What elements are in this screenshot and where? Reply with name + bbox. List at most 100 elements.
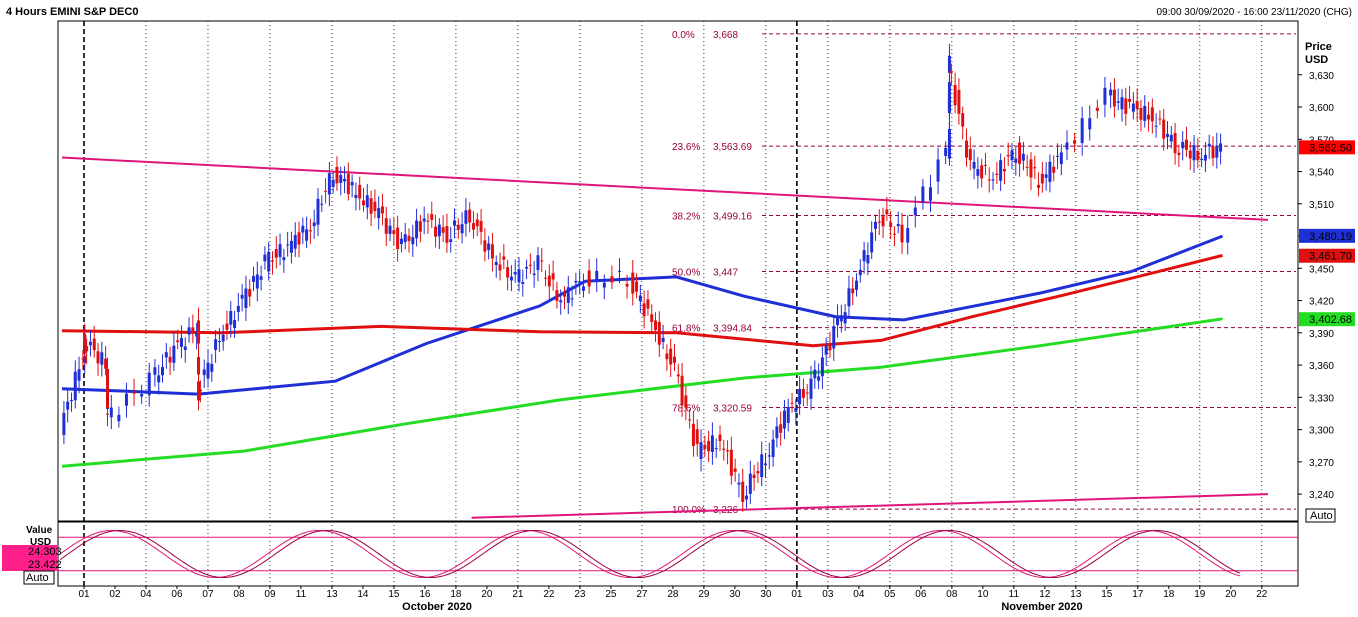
candle-body <box>415 220 419 239</box>
x-tick-label: 15 <box>388 589 400 600</box>
candle-body <box>320 203 324 205</box>
price-pane[interactable] <box>57 20 1299 522</box>
candle-body <box>1166 133 1169 137</box>
candle-body <box>278 244 282 257</box>
candle-body <box>195 332 199 337</box>
osc-line <box>59 529 1241 579</box>
fib-level-value: 3,668 <box>713 30 738 41</box>
x-tick-label: 13 <box>1070 589 1082 600</box>
candle-body <box>384 218 388 234</box>
candle-body <box>206 362 210 379</box>
x-tick-label: 18 <box>1163 589 1175 600</box>
candle-body <box>388 225 392 234</box>
candle-body <box>767 455 771 457</box>
candle-body <box>1018 142 1022 164</box>
candle-body <box>1073 140 1077 144</box>
candle-body <box>377 208 381 219</box>
x-tick-label: 28 <box>667 589 679 600</box>
time-axis-ticks: 01 02 04 06 07 08 09 11 13 14 15 16 18 20 21 22 23 25 27 28… <box>78 586 1268 600</box>
candle-body <box>164 352 168 358</box>
candle-body <box>1103 87 1107 105</box>
candle-body <box>680 375 684 406</box>
candle-body <box>456 224 460 230</box>
candle-body <box>1109 89 1113 96</box>
candle-body <box>953 85 957 106</box>
candle-body <box>646 299 650 309</box>
candle-body <box>999 160 1003 181</box>
candle-body <box>274 249 278 258</box>
candle-body <box>1033 167 1037 169</box>
candle-body <box>221 334 225 342</box>
x-tick-label: 06 <box>915 589 927 600</box>
candle-body <box>968 148 972 161</box>
candle-body <box>104 358 108 369</box>
candle-body <box>293 235 297 249</box>
candle-body <box>1173 133 1177 154</box>
candle-body <box>373 201 377 212</box>
candle-body <box>873 221 877 229</box>
candle-body <box>1147 114 1151 120</box>
fib-level-value: 3,394.84 <box>713 324 752 335</box>
candle-body <box>83 334 87 347</box>
x-tick-label: 20 <box>1225 589 1237 600</box>
candle-body <box>494 262 498 266</box>
candle-body <box>471 223 475 230</box>
candle-body <box>418 221 422 232</box>
candle-body <box>509 276 513 281</box>
candle-body <box>1040 173 1044 184</box>
candle-body <box>820 357 824 377</box>
candle-body <box>191 327 195 333</box>
x-tick-label: 08 <box>233 589 245 600</box>
candle-body <box>1088 118 1092 130</box>
candle-body <box>528 264 532 266</box>
candle-body <box>81 358 85 360</box>
osc-auto-button[interactable] <box>23 570 55 585</box>
candle-body <box>1044 174 1048 178</box>
candle-body <box>1150 107 1154 122</box>
candle-body <box>1116 101 1120 103</box>
candle-body <box>906 228 910 243</box>
candle-body <box>197 334 201 341</box>
fib-level-pct: 0.0% <box>672 30 695 41</box>
candle-body <box>335 166 339 184</box>
candle-body <box>445 226 449 243</box>
candle-body <box>358 184 362 199</box>
candle-body <box>928 187 932 201</box>
candle-body <box>578 281 582 283</box>
candle-body <box>892 233 896 235</box>
candle-body <box>1139 107 1143 120</box>
candle-body <box>631 272 635 294</box>
y-tick-label: 3,630 <box>1309 71 1334 82</box>
candle-body <box>1052 166 1056 173</box>
candle-body <box>1025 166 1029 168</box>
candle-body <box>403 234 407 243</box>
candle-body <box>1203 154 1207 161</box>
candle-body <box>464 210 468 224</box>
candle-body <box>399 238 403 245</box>
x-tick-label: 22 <box>1256 589 1268 600</box>
candle-body <box>801 389 805 398</box>
candle-body <box>1056 155 1060 157</box>
fib-level-pct: 61.8% <box>672 324 700 335</box>
candle-body <box>532 273 536 276</box>
candle-body <box>851 288 855 294</box>
x-tick-label: 06 <box>171 589 183 600</box>
fib-level-value: 3,563.69 <box>713 142 752 153</box>
candle-body <box>92 338 96 351</box>
oscillator-pane[interactable] <box>57 521 1299 587</box>
candle-body <box>824 346 828 355</box>
candle-body <box>1177 152 1181 156</box>
candle-body <box>610 276 614 283</box>
price-auto-button[interactable] <box>1305 508 1336 523</box>
candle-body <box>703 444 707 449</box>
candle-body <box>617 270 621 272</box>
price-tag-label: 3,562.50 <box>1309 142 1352 154</box>
candle-body <box>961 113 965 127</box>
candle-body <box>270 260 274 262</box>
candle-body <box>426 220 430 222</box>
candle-body <box>240 294 244 299</box>
candle-body <box>1188 150 1192 159</box>
candle-body <box>540 260 544 262</box>
